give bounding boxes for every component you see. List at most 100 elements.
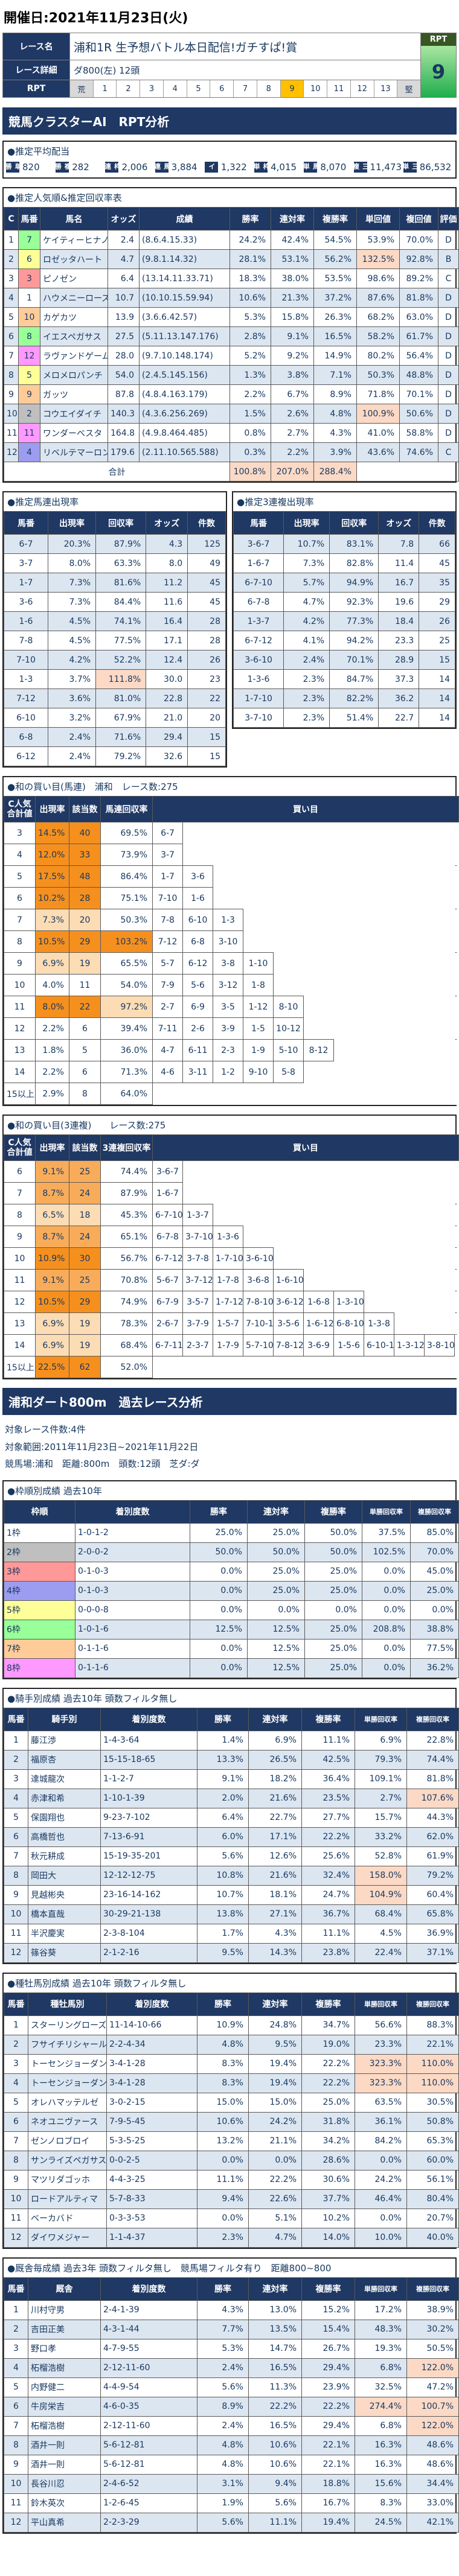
buy-row: 10 4.0% 11 54.0% 7-9 5-6 3-12 1-8 [4,974,459,997]
umaren-rate-table: 馬番 出現率 回収率 オッズ 件数 6-7 20.3% 87.9% 4.3 125 3-7 8.0% 6… [4,511,226,766]
horse-row: 8 5 メロメロパンチ 54.0 (2.4.5.145.156) 1.3% 3.8% 7.1%… [4,365,459,385]
empty-cell [152,1356,459,1378]
stat-cell: 5-7-8-33 [106,2189,197,2209]
win-rate-cell: 5.3% [230,307,271,327]
column-header: 回収率 [329,511,379,535]
stat-cell: 0.0% [362,1658,411,1678]
name-cell: ダイワメジャー [28,2227,107,2248]
buy-combination-cell: 3-8-10 [424,1334,455,1357]
buy-combination-cell: 3-7-9 [182,1312,213,1335]
buy-row: 6 9.1% 25 74.4% 3-6-7 [4,1160,459,1183]
win-roi-cell: 132.5% [356,249,400,269]
stat-cell: 26.5% [248,1749,302,1770]
stat-cell: 18.1% [248,1884,302,1905]
stat-cell: 2.3% [197,2227,249,2248]
stat-cell: 11-14-10-66 [106,2015,197,2035]
stat-cell: 85.0% [410,1522,459,1543]
stat-cell: 25.0% [304,1638,362,1659]
popularity-rank-cell: 11 [4,423,19,443]
appearance-rate-cell: 8.7% [35,1226,69,1248]
appearance-rate-cell: 2.4% [283,650,330,670]
stat-cell: 110.0% [406,2073,459,2093]
stat-cell: 2-2-4-34 [106,2034,197,2055]
payout-type-label: 枠連 [103,162,121,173]
column-header: 枠順 [4,1499,75,1524]
column-header: 着別度数 [100,2277,197,2301]
stat-cell: 0.0% [248,2150,302,2171]
result-row: 10 ロードアルティマ 5-7-8-33 9.4% 22.6% 37.7% 46.4% 80.… [4,2189,459,2209]
stat-cell: 19.4% [248,2073,302,2093]
stat-cell: 19.4% [301,2512,355,2533]
odds-cell: 12.4 [146,650,188,670]
win-roi-cell: 43.6% [356,442,400,462]
stat-cell: 7.7% [197,2319,249,2339]
stable-results-title: ●厩舎毎成績 過去3年 頭数フィルタ無し 競馬場フィルタ有り 距離800~800 [7,2262,332,2274]
page-title: 開催日:2021年11月23日(火) [4,11,188,26]
popularity-sum-cell: 14 [4,1061,36,1084]
record-cell: (9.7.10.148.174) [139,346,230,366]
rate-row: 1-3 3.7% 111.8% 30.0 23 [4,669,226,689]
stat-cell: 109.1% [355,1769,407,1789]
roi-cell: 103.2% [100,930,153,953]
stat-cell: 36.1% [355,2111,407,2132]
stat-cell: 4-7-9-55 [100,2338,197,2359]
odds-cell: 11.4 [378,553,420,573]
payout-box: ●推定平均配当 単勝 820 複勝 282 枠連 2,006 馬連 3,884 ワイド 1,322… [2,141,457,179]
horse-row: 6 8 イエスペガサス 27.5 (5.11.13.147.176) 2.8% 9.1% 16… [4,326,459,346]
buy-combination-cell: 3-7 [152,844,183,867]
rate-row: 3-6-7 10.7% 83.1% 7.8 66 [233,534,455,554]
appearance-rate-cell: 3.2% [47,708,97,728]
stat-cell: 52.8% [355,1846,407,1866]
stat-cell: 1-10-1-39 [100,1788,197,1808]
stat-cell: 9.4% [197,2189,249,2209]
buy-combination-cell: 8-10 [273,996,304,1019]
count-cell: 25 [69,1160,101,1183]
appearance-rate-cell: 10.7% [283,534,330,554]
popularity-sum-cell: 10 [4,1247,36,1270]
stable-results-table: 馬番 厩舎 着別度数 勝率 連対率 複勝率 単勝回収率 複勝回収率 1 川村守男 2-4-1-39 4… [4,2277,459,2533]
appearance-rate-cell: 2.2% [35,1017,69,1040]
buy-combination-cell: 6-11 [182,1039,213,1062]
buy-combination-cell: 8-12 [303,1039,334,1062]
stat-cell: 27.1% [248,1904,302,1924]
show-rate-cell: 4.8% [313,404,357,424]
buy-combination-cell: 7-8-12 [273,1334,304,1357]
roi-cell: 52.0% [100,1356,153,1379]
stat-cell: 0-1-1-6 [75,1638,190,1659]
evaluation-cell: D [438,365,459,385]
stat-cell: 107.6% [406,1788,459,1808]
result-row: 4 柘榴浩樹 2-12-11-60 2.4% 16.5% 29.4% 6.8% 122.0% [4,2358,459,2378]
stat-cell: 24.7% [301,1884,355,1905]
horse-number-cell: 1 [18,288,40,308]
stat-cell: 22.2% [301,1827,355,1847]
horse-number-cell: 12 [4,2512,28,2533]
appearance-rate-cell: 7.3% [47,573,97,593]
stat-cell: 10.0% [355,2227,407,2248]
horse-row: 5 10 カゲカツ 13.9 (3.6.6.42.57) 5.3% 15.8% 26.3% 68… [4,307,459,327]
result-row: 8枠 0-1-1-6 0.0% 12.5% 25.0% 0.0% 36.2% [4,1658,459,1678]
horse-number-cell: 11 [18,423,40,443]
rate-row: 3-6 7.3% 84.4% 11.6 45 [4,592,226,612]
stat-cell: 15.4% [301,2319,355,2339]
count-cell: 14 [419,669,455,689]
payout-item: 枠連 2,006 [103,162,155,173]
record-cell: (4.3.6.256.269) [139,404,230,424]
stat-cell: 25.0% [247,1522,305,1543]
column-header: 複勝回収率 [406,1707,459,1731]
show-rate-cell: 26.3% [313,307,357,327]
win-roi-cell: 68.2% [356,307,400,327]
stat-cell: 208.8% [362,1619,411,1639]
buy-combination-cell: 6-7-9 [152,1291,183,1314]
column-header: 複勝率 [313,207,357,231]
result-row: 3 達城龍次 1-1-2-7 9.1% 18.2% 36.4% 109.1% 81.8% [4,1769,459,1789]
stat-cell: 4.5% [355,1923,407,1944]
column-header: 回収率 [95,511,147,535]
odds-cell: 87.8 [108,384,140,404]
buy-combination-cell: 1-6-8 [303,1291,334,1314]
count-cell: 48 [69,865,101,888]
stat-cell: 32.5% [355,2377,407,2397]
result-row: 5枠 0-0-0-8 0.0% 0.0% 0.0% 0.0% 0.0% [4,1600,459,1620]
name-cell: サンライズペガサス [28,2150,107,2171]
stat-cell: 0.0% [190,1561,248,1582]
stat-cell: 23-16-14-162 [100,1884,197,1905]
